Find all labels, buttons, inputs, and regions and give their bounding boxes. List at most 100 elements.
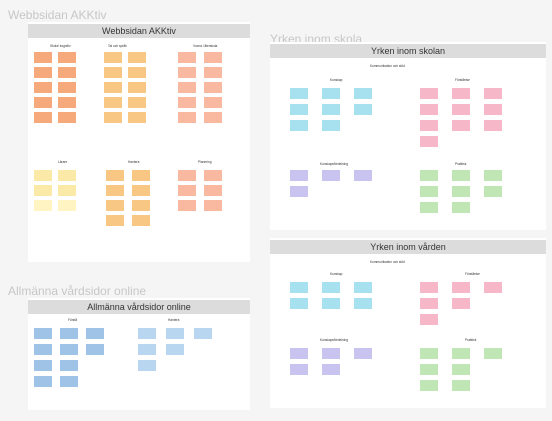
sticky-note[interactable] — [86, 344, 104, 355]
sticky-note[interactable] — [354, 170, 372, 181]
sticky-note[interactable] — [290, 88, 308, 99]
sticky-note[interactable] — [484, 282, 502, 293]
sticky-note[interactable] — [104, 82, 122, 93]
sticky-note[interactable] — [60, 344, 78, 355]
sticky-note[interactable] — [178, 170, 196, 181]
sticky-note[interactable] — [128, 52, 146, 63]
sticky-note[interactable] — [290, 282, 308, 293]
sticky-note[interactable] — [484, 88, 502, 99]
sticky-note[interactable] — [58, 170, 76, 181]
sticky-note[interactable] — [178, 200, 196, 211]
sticky-note[interactable] — [58, 200, 76, 211]
sticky-note[interactable] — [106, 200, 124, 211]
sticky-note[interactable] — [58, 52, 76, 63]
sticky-note[interactable] — [420, 314, 438, 325]
sticky-note[interactable] — [420, 380, 438, 391]
sticky-note[interactable] — [322, 364, 340, 375]
sticky-note[interactable] — [138, 328, 156, 339]
sticky-note[interactable] — [484, 170, 502, 181]
sticky-note[interactable] — [484, 104, 502, 115]
sticky-note[interactable] — [452, 202, 470, 213]
sticky-note[interactable] — [86, 328, 104, 339]
sticky-note[interactable] — [420, 88, 438, 99]
sticky-note[interactable] — [354, 104, 372, 115]
sticky-note[interactable] — [290, 364, 308, 375]
sticky-note[interactable] — [34, 97, 52, 108]
sticky-note[interactable] — [178, 67, 196, 78]
sticky-note[interactable] — [178, 82, 196, 93]
sticky-note[interactable] — [34, 170, 52, 181]
sticky-note[interactable] — [452, 298, 470, 309]
sticky-note[interactable] — [60, 360, 78, 371]
sticky-note[interactable] — [138, 360, 156, 371]
sticky-note[interactable] — [58, 97, 76, 108]
sticky-note[interactable] — [60, 376, 78, 387]
sticky-note[interactable] — [128, 67, 146, 78]
sticky-note[interactable] — [290, 170, 308, 181]
sticky-note[interactable] — [34, 376, 52, 387]
sticky-note[interactable] — [34, 82, 52, 93]
sticky-note[interactable] — [34, 360, 52, 371]
sticky-note[interactable] — [34, 185, 52, 196]
sticky-note[interactable] — [322, 88, 340, 99]
sticky-note[interactable] — [322, 120, 340, 131]
sticky-note[interactable] — [322, 282, 340, 293]
sticky-note[interactable] — [484, 186, 502, 197]
sticky-note[interactable] — [132, 200, 150, 211]
sticky-note[interactable] — [452, 170, 470, 181]
sticky-note[interactable] — [34, 200, 52, 211]
sticky-note[interactable] — [354, 88, 372, 99]
sticky-note[interactable] — [104, 97, 122, 108]
sticky-note[interactable] — [204, 170, 222, 181]
sticky-note[interactable] — [204, 52, 222, 63]
sticky-note[interactable] — [166, 344, 184, 355]
sticky-note[interactable] — [204, 200, 222, 211]
sticky-note[interactable] — [178, 52, 196, 63]
sticky-note[interactable] — [354, 282, 372, 293]
sticky-note[interactable] — [138, 344, 156, 355]
sticky-note[interactable] — [204, 185, 222, 196]
sticky-note[interactable] — [290, 348, 308, 359]
sticky-note[interactable] — [420, 120, 438, 131]
sticky-note[interactable] — [166, 328, 184, 339]
sticky-note[interactable] — [452, 282, 470, 293]
sticky-note[interactable] — [290, 298, 308, 309]
sticky-note[interactable] — [34, 328, 52, 339]
sticky-note[interactable] — [34, 112, 52, 123]
sticky-note[interactable] — [452, 120, 470, 131]
sticky-note[interactable] — [354, 298, 372, 309]
sticky-note[interactable] — [452, 380, 470, 391]
sticky-note[interactable] — [34, 52, 52, 63]
sticky-note[interactable] — [420, 282, 438, 293]
sticky-note[interactable] — [34, 344, 52, 355]
sticky-note[interactable] — [132, 170, 150, 181]
sticky-note[interactable] — [106, 185, 124, 196]
sticky-note[interactable] — [132, 185, 150, 196]
sticky-note[interactable] — [484, 120, 502, 131]
sticky-note[interactable] — [106, 170, 124, 181]
sticky-note[interactable] — [132, 215, 150, 226]
sticky-note[interactable] — [60, 328, 78, 339]
sticky-note[interactable] — [322, 348, 340, 359]
sticky-note[interactable] — [34, 67, 52, 78]
sticky-note[interactable] — [484, 348, 502, 359]
sticky-note[interactable] — [452, 348, 470, 359]
sticky-note[interactable] — [420, 202, 438, 213]
sticky-note[interactable] — [104, 52, 122, 63]
sticky-note[interactable] — [178, 185, 196, 196]
sticky-note[interactable] — [452, 88, 470, 99]
sticky-note[interactable] — [128, 82, 146, 93]
sticky-note[interactable] — [104, 67, 122, 78]
sticky-note[interactable] — [420, 170, 438, 181]
sticky-note[interactable] — [178, 112, 196, 123]
sticky-note[interactable] — [420, 186, 438, 197]
sticky-note[interactable] — [178, 97, 196, 108]
sticky-note[interactable] — [452, 364, 470, 375]
sticky-note[interactable] — [420, 364, 438, 375]
sticky-note[interactable] — [58, 67, 76, 78]
sticky-note[interactable] — [420, 104, 438, 115]
sticky-note[interactable] — [420, 348, 438, 359]
sticky-note[interactable] — [194, 328, 212, 339]
sticky-note[interactable] — [204, 67, 222, 78]
sticky-note[interactable] — [204, 82, 222, 93]
